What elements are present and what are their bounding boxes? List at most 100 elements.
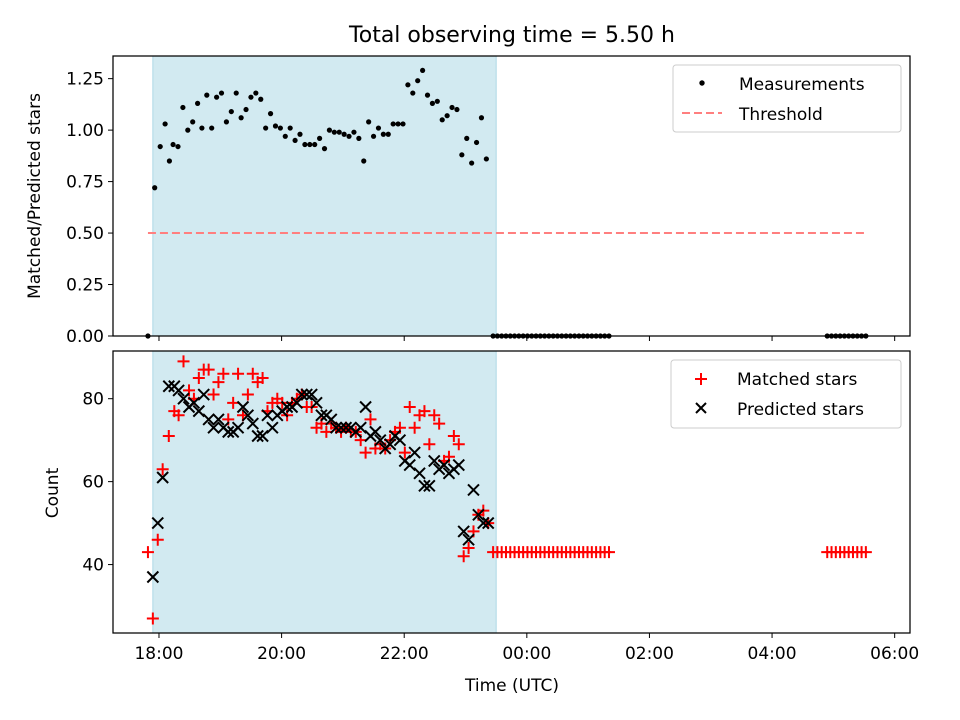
- predicted-star-point: [300, 388, 313, 401]
- x-tick-label: 20:00: [257, 644, 306, 664]
- measurement-point: [272, 123, 279, 129]
- measurement-point: [204, 92, 210, 98]
- measurement-point: [380, 131, 386, 137]
- predicted-star-point: [305, 388, 318, 401]
- measurement-point: [175, 143, 181, 150]
- predicted-star-point: [251, 429, 264, 443]
- measurement-point: [243, 106, 249, 113]
- y-tick-label: 40: [82, 556, 104, 576]
- matched-star-point: [162, 430, 175, 443]
- measurement-point: [400, 121, 406, 127]
- predicted-star-point: [437, 458, 451, 472]
- predicted-star-point: [408, 446, 421, 459]
- measurement-point: [180, 104, 186, 111]
- predicted-star-point: [146, 570, 160, 584]
- measurement-point: [361, 158, 367, 164]
- predicted-star-point: [192, 404, 206, 418]
- y-tick-label: 0.50: [66, 224, 104, 244]
- measurement-point: [209, 125, 215, 131]
- measurement-point: [366, 119, 372, 125]
- matched-star-point: [156, 463, 169, 476]
- measurement-point: [297, 131, 303, 137]
- measurement-point: [356, 135, 362, 141]
- predicted-star-point: [207, 421, 220, 434]
- predicted-star-point: [231, 421, 245, 434]
- legend-predicted-marker: [695, 402, 707, 414]
- chart-title: Total observing time = 5.50 h: [348, 23, 675, 48]
- measurement-point: [253, 90, 259, 96]
- measurement-point: [233, 90, 239, 96]
- measurement-point: [370, 133, 377, 139]
- measurement-point: [199, 125, 205, 131]
- predicted-star-point: [246, 417, 259, 430]
- measurement-point: [415, 78, 421, 84]
- matched-star-point: [141, 546, 154, 559]
- measurement-point: [439, 117, 445, 123]
- y-tick-label: 0.25: [66, 276, 104, 296]
- predicted-star-point: [256, 429, 269, 443]
- measurement-point: [469, 160, 475, 166]
- predicted-star-point: [457, 525, 470, 538]
- measurement-point: [444, 113, 450, 119]
- legend-threshold-label: Threshold: [738, 105, 823, 125]
- x-tick-label: 04:00: [748, 644, 797, 664]
- measurement-point: [420, 67, 426, 74]
- matched-star-point: [433, 417, 446, 430]
- matched-star-point: [423, 438, 436, 451]
- measurement-point: [385, 131, 391, 137]
- matched-star-point: [457, 550, 470, 563]
- predicted-star-point: [222, 425, 235, 439]
- predicted-star-point: [467, 483, 480, 497]
- measurement-point: [302, 141, 308, 148]
- legend-matched-label: Matched stars: [737, 370, 857, 390]
- observing-window-span: [152, 55, 497, 337]
- count-panel: 40 60 80 18:00 20:00 22:00 00:00 02:00 04:00 06:…: [43, 350, 919, 696]
- predicted-star-point: [369, 425, 382, 439]
- ratio-y-ticks: 0.00 0.25 0.50 0.75 1.00 1.25: [66, 70, 113, 347]
- predicted-star-point: [236, 400, 250, 414]
- measurement-point: [459, 152, 465, 158]
- measurement-point: [267, 111, 274, 117]
- measurement-point: [395, 121, 401, 127]
- measurement-point: [190, 119, 196, 125]
- matched-star-point: [418, 405, 431, 418]
- predicted-star-point: [290, 396, 304, 410]
- legend-predicted-label: Predicted stars: [737, 400, 864, 420]
- predicted-star-point: [472, 508, 485, 522]
- measurement-point: [449, 104, 455, 111]
- count-legend: Matched stars Predicted stars: [670, 359, 902, 429]
- ratio-panel: 0.00 0.25 0.50 0.75 1.00 1.25 Matched/Predict…: [25, 55, 911, 347]
- matched-star-point: [207, 388, 220, 401]
- count-x-ticks: 18:00 20:00 22:00 00:00 02:00 04:00 06:00: [134, 633, 919, 664]
- measurement-point: [321, 146, 328, 152]
- matched-star-point: [408, 421, 421, 434]
- predicted-star-point: [315, 409, 328, 422]
- matched-star-point: [859, 546, 872, 559]
- matched-star-point: [192, 371, 205, 384]
- measurement-point: [157, 143, 163, 150]
- measurement-point: [162, 121, 168, 127]
- matched-star-point: [359, 446, 372, 459]
- predicted-star-point: [354, 421, 367, 434]
- predicted-star-point: [280, 400, 294, 414]
- measurement-point: [424, 92, 431, 98]
- measurement-point: [228, 108, 234, 115]
- matched-star-point: [212, 376, 225, 389]
- legend-matched-marker: [695, 373, 707, 385]
- ratio-legend-box: [672, 64, 902, 133]
- x-tick-label: 00:00: [502, 644, 551, 664]
- measurement-point: [464, 135, 470, 141]
- predicted-star-point: [477, 516, 490, 530]
- predicted-star-point: [151, 516, 164, 530]
- matched-star-point: [146, 612, 159, 625]
- measurement-point: [429, 100, 436, 106]
- matched-star-point: [320, 425, 333, 438]
- measurement-point: [375, 125, 382, 131]
- x-tick-label: 22:00: [380, 644, 429, 664]
- x-tick-label: 02:00: [625, 644, 674, 664]
- measurement-point: [287, 125, 293, 131]
- predicted-star-point: [334, 421, 348, 434]
- predicted-star-point: [374, 433, 387, 447]
- matched-star-point: [151, 533, 164, 546]
- measurement-point: [277, 125, 283, 131]
